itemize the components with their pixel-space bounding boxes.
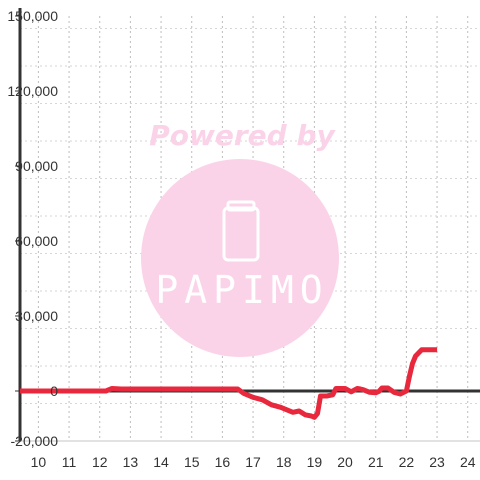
- x-tick-label: 10: [31, 454, 47, 470]
- y-tick-label: 90,000: [15, 158, 58, 174]
- x-tick-label: 24: [460, 454, 476, 470]
- x-tick-label: 14: [153, 454, 169, 470]
- grid: [20, 16, 480, 442]
- x-tick-label: 15: [184, 454, 200, 470]
- x-tick-label: 23: [429, 454, 445, 470]
- watermark-tagline: Powered by: [149, 119, 336, 152]
- x-tick-label: 16: [215, 454, 231, 470]
- x-tick-label: 17: [245, 454, 261, 470]
- y-tick-label: 150,000: [7, 8, 58, 24]
- watermark-circle: [141, 159, 339, 357]
- y-tick-label: 0: [50, 383, 58, 399]
- x-tick-labels: 10 11 12 13 14 15 16 17 18 19 20 21 22 23 24: [31, 454, 476, 470]
- watermark: Powered by PAPIMO: [141, 119, 339, 357]
- y-tick-label: 120,000: [7, 83, 58, 99]
- phone-icon: [222, 200, 260, 262]
- x-tick-label: 11: [62, 454, 77, 470]
- watermark-brand: PAPIMO: [155, 268, 328, 312]
- x-tick-label: 19: [307, 454, 323, 470]
- y-tick-label: 30,000: [15, 308, 58, 324]
- y-tick-labels: -20,000 0 30,000 60,000 90,000 120,000 150,000: [7, 8, 58, 449]
- series-line: [20, 347, 438, 420]
- x-tick-label: 20: [337, 454, 353, 470]
- x-tick-label: 18: [276, 454, 292, 470]
- y-tick-label: -20,000: [11, 433, 59, 449]
- x-tick-label: 22: [399, 454, 415, 470]
- series-group: [20, 347, 438, 420]
- y-tick-label: 60,000: [15, 233, 58, 249]
- x-tick-label: 21: [368, 454, 384, 470]
- x-tick-label: 12: [92, 454, 108, 470]
- x-tick-label: 13: [123, 454, 139, 470]
